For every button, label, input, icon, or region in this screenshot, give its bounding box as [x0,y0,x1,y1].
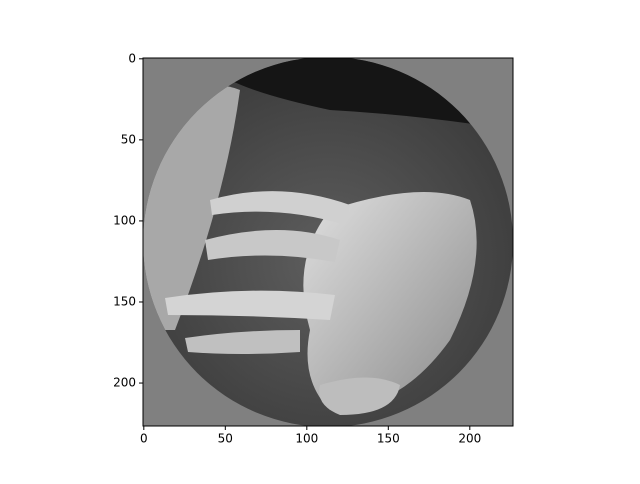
leg [165,290,335,320]
y-tick-label: 50 [121,132,136,146]
y-tick-label: 150 [113,294,136,308]
image [143,58,513,426]
x-tick-label: 200 [458,432,481,446]
leg [205,230,340,262]
x-tick-label: 150 [377,432,400,446]
sheep-head [319,377,400,415]
image-content [143,58,513,426]
x-tick-label: 50 [218,432,233,446]
leg [210,191,350,225]
sheep-body [303,192,477,410]
y-tick-label: 0 [128,51,136,65]
leg [185,330,300,354]
axes-frame [142,57,514,427]
y-tick-label: 100 [113,213,136,227]
y-tick-label: 200 [113,376,136,390]
x-tick-label: 100 [295,432,318,446]
x-tick-label: 0 [140,432,148,446]
